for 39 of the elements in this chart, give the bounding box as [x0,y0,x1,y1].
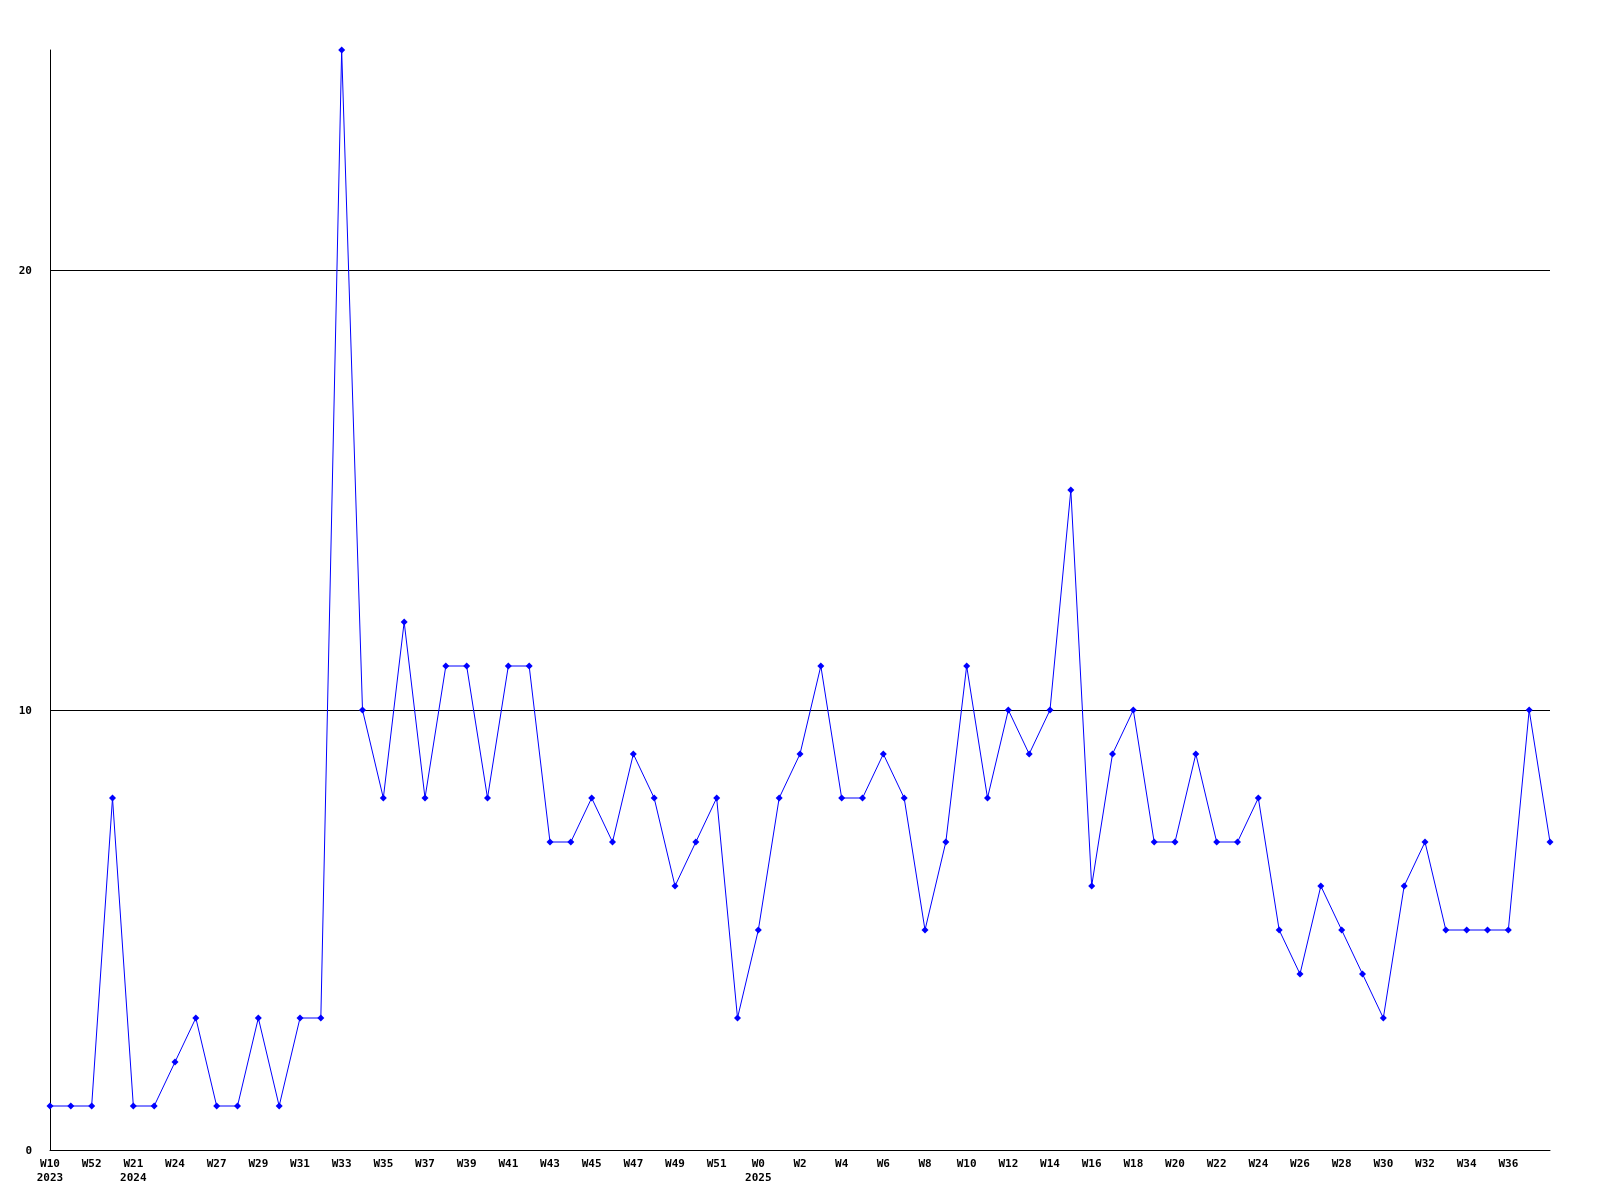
x-tick-label: W41 [498,1156,519,1170]
x-tick-label: W20 [1165,1156,1185,1170]
x-tick-label: W47 [623,1156,644,1170]
y-tick-label: 10 [18,703,32,717]
x-tick-label: W24 [165,1156,186,1170]
x-tick-label: W2 [793,1156,807,1170]
x-tick-label: W6 [876,1156,891,1170]
x-tick-label: W45 [581,1156,602,1170]
x-tick-label: W22 [1206,1156,1227,1170]
x-tick-label: W10 [956,1156,977,1170]
x-tick-label: W34 [1456,1156,1477,1170]
x-tick-label: W35 [373,1156,394,1170]
x-tick-label: W24 [1248,1156,1269,1170]
x-tick-label: W26 [1290,1156,1311,1170]
x-tick-label: W8 [918,1156,932,1170]
x-tick-label: W37 [415,1156,435,1170]
x-tick-label: W31 [290,1156,311,1170]
x-tick-label: W51 [706,1156,727,1170]
x-tick-label: W29 [248,1156,269,1170]
x-tick-label: W28 [1331,1156,1352,1170]
x-tick-label: W10 2023 [36,1156,64,1184]
x-tick-label: W30 [1373,1156,1394,1170]
x-tick-label: W39 [456,1156,477,1170]
x-tick-label: W33 [331,1156,352,1170]
x-tick-label: W14 [1040,1156,1061,1170]
x-tick-label: W36 [1498,1156,1519,1170]
x-tick-label: W27 [206,1156,227,1170]
x-tick-label: W43 [540,1156,560,1170]
x-tick-label: W4 [835,1156,849,1170]
x-tick-label: W12 [998,1156,1019,1170]
y-tick-label: 20 [18,263,32,277]
y-tick-label: 0 [25,1143,32,1157]
x-tick-label: W18 [1123,1156,1144,1170]
x-tick-label: W16 [1081,1156,1102,1170]
x-tick-label: W49 [665,1156,685,1170]
x-tick-label: W32 [1415,1156,1435,1170]
x-tick-label: W0 2025 [745,1156,772,1184]
x-tick-label: W21 2024 [120,1156,147,1184]
x-tick-label: W52 [81,1156,102,1170]
